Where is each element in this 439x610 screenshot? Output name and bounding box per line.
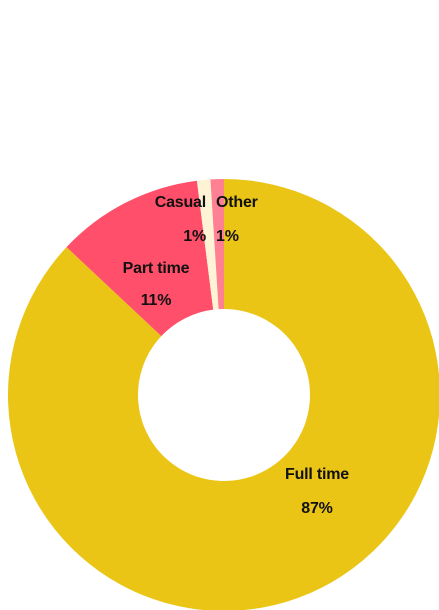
label-value-casual: 1% [183,228,206,245]
label-value-part-time: 11% [141,292,172,309]
slice-part-time [66,180,214,337]
label-name-full-time: Full time [285,466,349,483]
slice-casual [196,179,219,310]
label-value-other: 1% [216,228,239,245]
donut-slices [8,179,439,610]
label-name-casual: Casual [155,194,206,211]
label-name-part-time: Part time [123,260,190,277]
slice-other [210,179,224,310]
label-value-full-time: 87% [301,500,332,517]
slice-full-time [8,179,439,610]
label-name-other: Other [216,194,258,211]
slice-labels: Full time 87% Part time 11% Casual 1% Ot… [123,194,350,517]
